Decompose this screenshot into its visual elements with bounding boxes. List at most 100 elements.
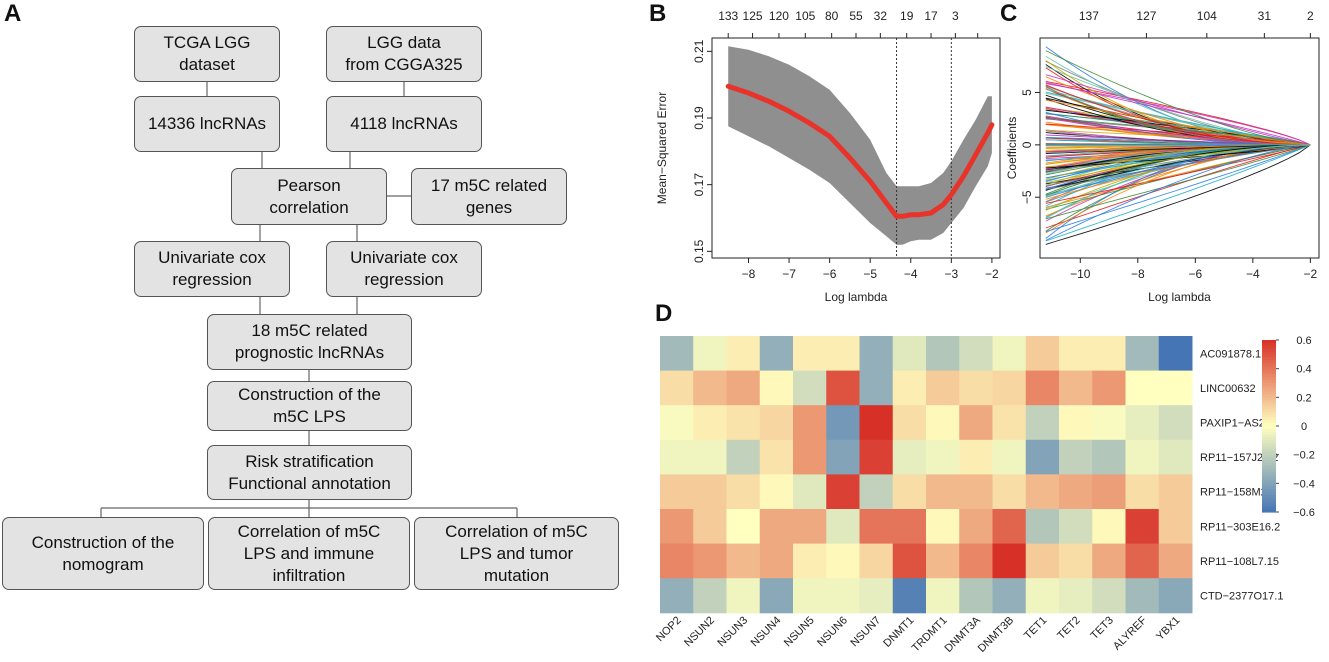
coefficient-path bbox=[1045, 144, 1311, 198]
top-tick-label-c: 127 bbox=[1136, 9, 1156, 23]
plot-frame-c bbox=[1039, 37, 1320, 259]
heatmap-cell bbox=[1059, 509, 1093, 545]
coefficient-path bbox=[1045, 123, 1311, 146]
heatmap-cell bbox=[1158, 370, 1193, 406]
column-label: NSUN7 bbox=[848, 614, 883, 649]
colorbar-segment bbox=[1262, 431, 1276, 436]
row-label: CTD−2377O17.1 bbox=[1200, 591, 1283, 603]
heatmap-cell bbox=[892, 474, 927, 510]
colorbar-segment bbox=[1262, 405, 1276, 410]
top-tick-label-b: 3 bbox=[952, 9, 959, 23]
column-label: NSUN5 bbox=[782, 614, 817, 649]
heatmap-cell bbox=[1025, 370, 1060, 406]
heatmap-cell bbox=[992, 405, 1027, 441]
heatmap-cell bbox=[693, 509, 727, 545]
error-band bbox=[728, 46, 992, 245]
colorbar-segment bbox=[1262, 448, 1276, 453]
colorbar-tick-label: 0.2 bbox=[1296, 392, 1311, 404]
heatmap-cell bbox=[826, 370, 860, 406]
column-label: NSUN4 bbox=[749, 614, 784, 649]
column-label: NSUN3 bbox=[715, 614, 750, 649]
heatmap-cell bbox=[859, 336, 894, 372]
top-tick-label-b: 55 bbox=[849, 9, 863, 23]
heatmap-cell bbox=[959, 578, 993, 614]
heatmap-cell bbox=[793, 578, 827, 614]
x-tick-label-c: −4 bbox=[1246, 267, 1260, 281]
heatmap-cell bbox=[726, 405, 761, 441]
colorbar-segment bbox=[1262, 362, 1276, 367]
heatmap-cell bbox=[726, 439, 761, 475]
colorbar-segment bbox=[1262, 411, 1276, 416]
colorbar-segment bbox=[1262, 486, 1276, 490]
heatmap-cell bbox=[1125, 370, 1160, 406]
top-tick-label-b: 17 bbox=[924, 9, 938, 23]
panel-d-label: D bbox=[655, 300, 673, 327]
colorbar-segment bbox=[1262, 483, 1276, 487]
heatmap-cell bbox=[726, 370, 761, 406]
x-tick-label-b: −8 bbox=[742, 267, 756, 281]
heatmap-cell bbox=[726, 474, 761, 510]
heatmap-cell bbox=[992, 370, 1027, 406]
x-tick-label-b: −7 bbox=[782, 267, 796, 281]
heatmap-cell bbox=[1158, 336, 1193, 372]
heatmap-cell bbox=[892, 439, 927, 475]
colorbar-segment bbox=[1262, 503, 1276, 507]
heatmap-cell bbox=[1025, 405, 1060, 441]
heatmap-cell bbox=[859, 578, 894, 614]
heatmap-cell bbox=[959, 405, 993, 441]
heatmap-cell bbox=[1025, 474, 1060, 510]
colorbar-segment bbox=[1262, 491, 1276, 496]
colorbar-segment bbox=[1262, 368, 1276, 373]
heatmap-cell bbox=[660, 336, 694, 372]
heatmap-cell bbox=[992, 439, 1027, 475]
heatmap-cell bbox=[1125, 405, 1160, 441]
heatmap-cell bbox=[1158, 474, 1193, 510]
colorbar-segment bbox=[1262, 400, 1276, 404]
heatmap-cell bbox=[726, 509, 761, 545]
colorbar-segment bbox=[1262, 489, 1276, 493]
heatmap-cell bbox=[1025, 578, 1060, 614]
y-axis-label-b: Mean−Squared Error bbox=[655, 92, 669, 204]
cgga-dataset-box: LGG data from CGGA325 bbox=[326, 26, 482, 82]
heatmap-cell bbox=[926, 439, 960, 475]
heatmap-cell bbox=[1092, 578, 1126, 614]
heatmap-cell bbox=[660, 370, 694, 406]
colorbar-tick-label: 0.4 bbox=[1296, 364, 1311, 376]
heatmap-cell bbox=[660, 474, 694, 510]
y-tick-label-c: 5 bbox=[1020, 89, 1034, 96]
heatmap-cell bbox=[1158, 439, 1193, 475]
top-tick-label-b: 120 bbox=[769, 9, 789, 23]
heatmap-cell bbox=[959, 543, 993, 579]
heatmap-cell bbox=[1092, 336, 1126, 372]
colorbar-segment bbox=[1262, 342, 1276, 347]
heatmap-cell bbox=[892, 370, 927, 406]
colorbar-segment bbox=[1262, 391, 1276, 396]
colorbar-segment bbox=[1262, 446, 1276, 450]
heatmap-cell bbox=[1158, 578, 1193, 614]
heatmap-cell bbox=[1125, 336, 1160, 372]
heatmap-cell bbox=[1125, 474, 1160, 510]
row-label: PAXIP1−AS2 bbox=[1200, 418, 1265, 430]
heatmap-cell bbox=[793, 543, 827, 579]
top-tick-label-c: 104 bbox=[1197, 9, 1217, 23]
coefficient-path bbox=[1045, 82, 1311, 146]
row-label: RP11−157J24.2 bbox=[1200, 452, 1278, 464]
heatmap-cell bbox=[992, 543, 1027, 579]
heatmap-cell bbox=[992, 509, 1027, 545]
colorbar-segment bbox=[1262, 474, 1276, 479]
colorbar-segment bbox=[1262, 428, 1276, 433]
top-tick-label-c: 2 bbox=[1307, 9, 1314, 23]
heatmap-cell bbox=[959, 370, 993, 406]
heatmap-cell bbox=[1158, 543, 1193, 579]
colorbar-segment bbox=[1262, 477, 1276, 482]
top-tick-label-b: 125 bbox=[743, 9, 763, 23]
colorbar-segment bbox=[1262, 423, 1276, 427]
colorbar-segment bbox=[1262, 420, 1276, 424]
colorbar-segment bbox=[1262, 471, 1276, 476]
heatmap-cell bbox=[826, 474, 860, 510]
heatmap-cell bbox=[1025, 439, 1060, 475]
heatmap-cell bbox=[1025, 509, 1060, 545]
coefficient-path bbox=[1045, 144, 1311, 242]
x-tick-label-b: −2 bbox=[985, 267, 999, 281]
pearson-correlation-box: Pearson correlation bbox=[231, 168, 387, 225]
